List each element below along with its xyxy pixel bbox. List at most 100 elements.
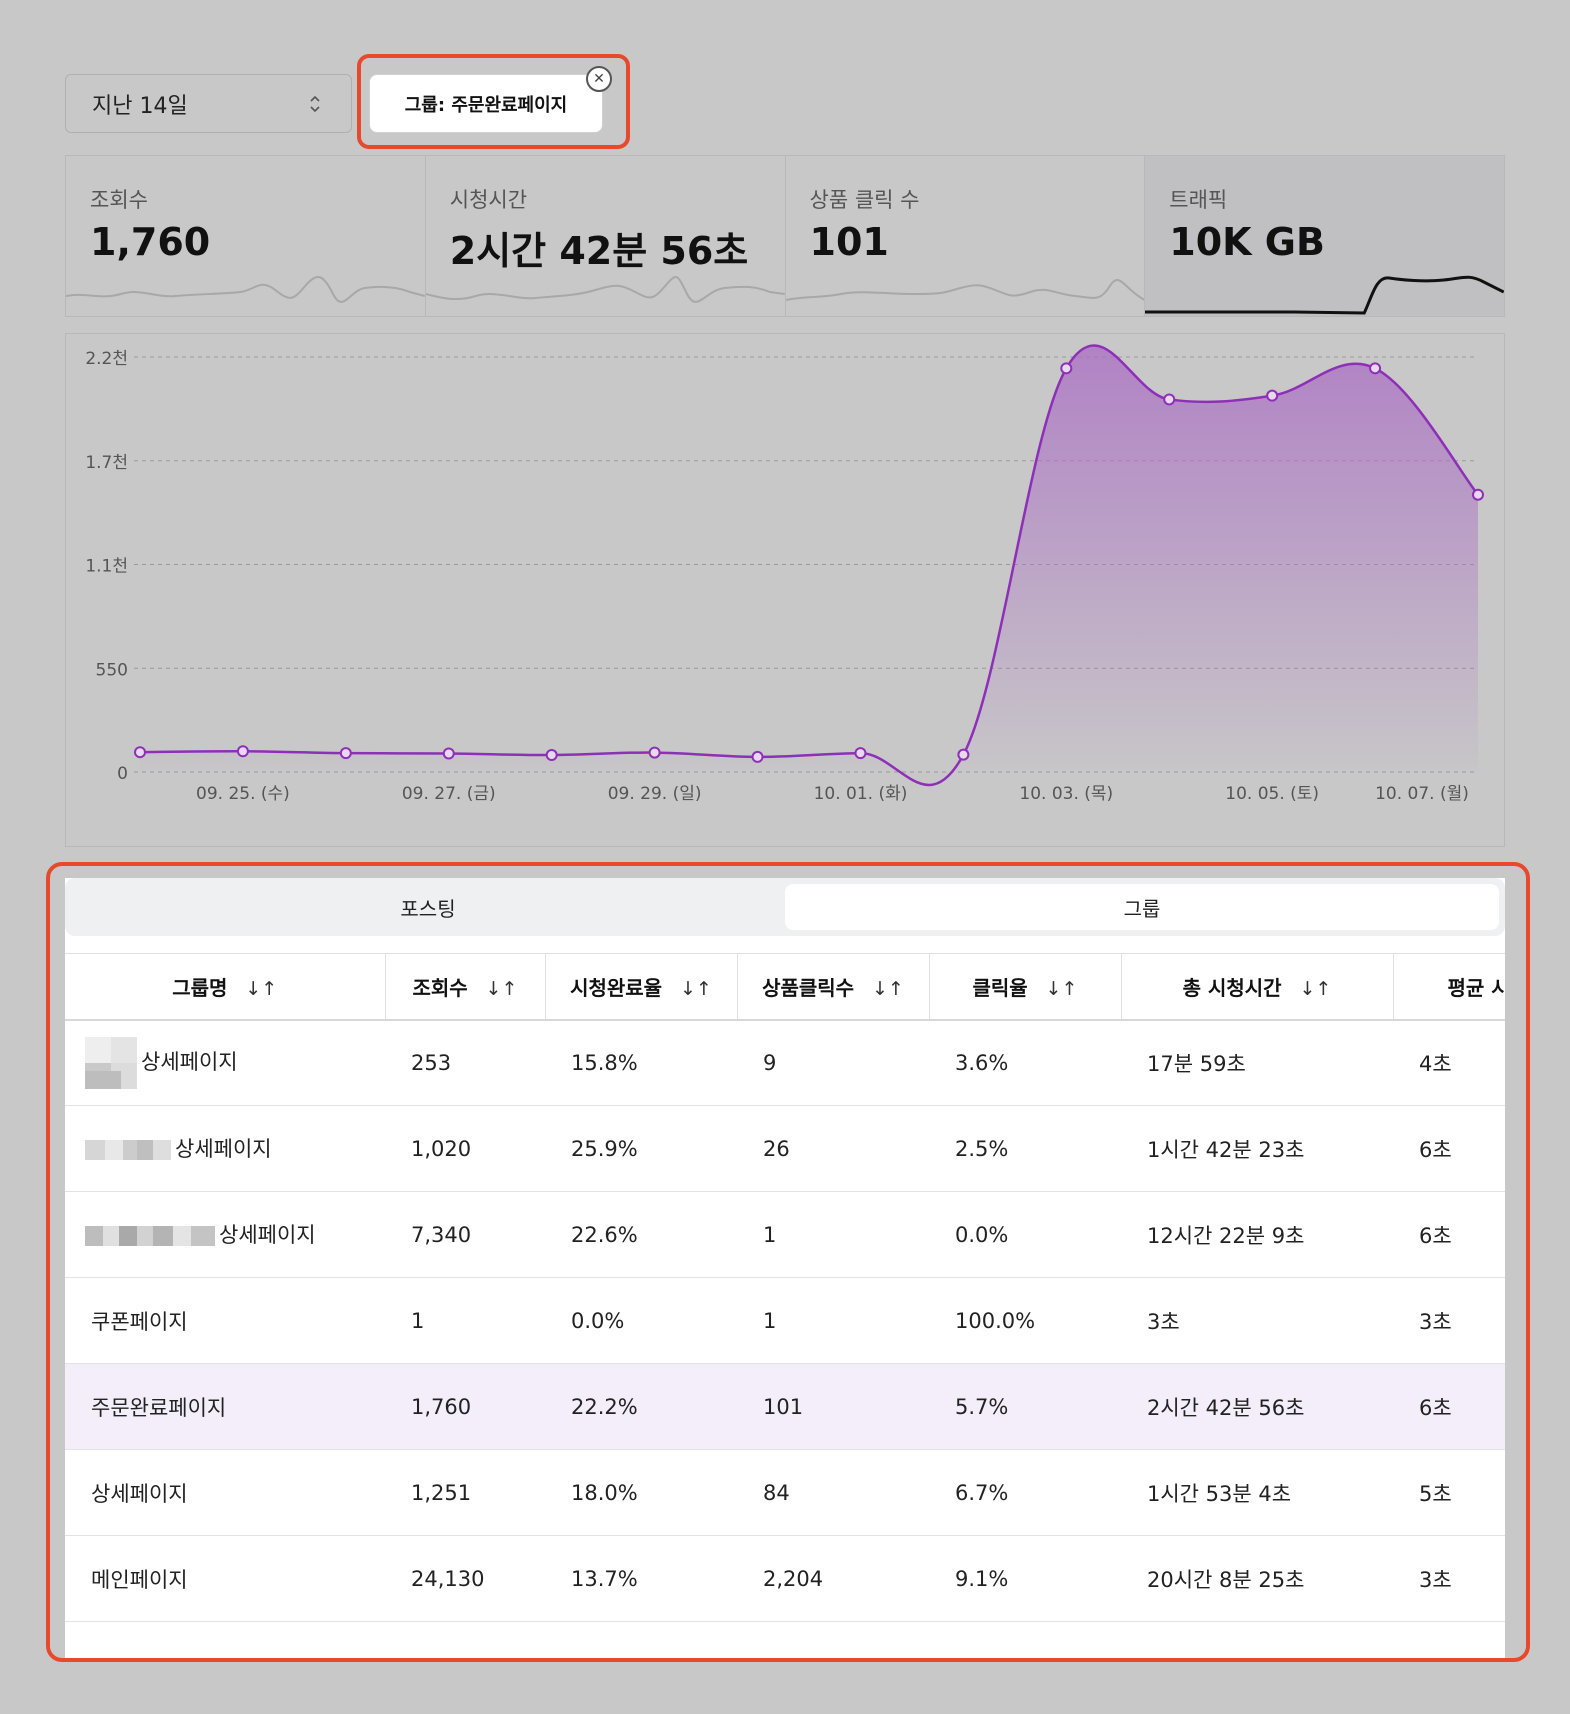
chevron-up-down-icon <box>310 95 320 113</box>
table-cell-ctr: 3.6% <box>929 1019 1121 1106</box>
group-table: 그룹명 ↓↑ 조회수 ↓↑ 시청완료율 ↓↑ 상품클릭수 ↓↑ 클릭율 ↓↑ 총 시청시간… <box>65 953 1505 1622</box>
kpi-sparkline <box>425 276 785 303</box>
tab-group[interactable]: 그룹 <box>785 884 1499 930</box>
period-select[interactable]: 지난 14일 <box>65 74 352 133</box>
table-cell-name: 상세페이지 <box>65 1191 385 1278</box>
sort-icon[interactable]: ↓↑ <box>1299 977 1332 1000</box>
blurred-text <box>85 1226 215 1246</box>
table-row[interactable]: 메인페이지 24,130 13.7% 2,204 9.1% 20시간 8분 25초 3초 <box>65 1535 1505 1622</box>
table-cell-avg-time: 6초 <box>1393 1363 1505 1450</box>
table-cell-clicks: 84 <box>737 1449 929 1536</box>
table-cell-name: 상세페이지 <box>65 1449 385 1536</box>
table-cell-name: 상세페이지 <box>65 1105 385 1192</box>
table-cell-completion: 18.0% <box>545 1449 737 1536</box>
table-cell-total-time: 12시간 22분 9초 <box>1121 1191 1393 1278</box>
kpi-label: 트래픽 <box>1169 188 1228 212</box>
kpi-label: 상품 클릭 수 <box>809 188 920 212</box>
table-panel: 포스팅 그룹 그룹명 ↓↑ 조회수 ↓↑ 시청완료율 ↓↑ 상품클릭수 ↓↑ 클릭율 ↓↑… <box>65 878 1505 1658</box>
x-tick-label: 09. 25. (수) <box>196 784 290 804</box>
blurred-text <box>85 1140 171 1160</box>
sort-icon[interactable]: ↓↑ <box>1045 977 1078 1000</box>
kpi-sparkline <box>785 279 1145 301</box>
view-tabs: 포스팅 그룹 <box>65 878 1505 936</box>
sort-icon[interactable]: ↓↑ <box>245 977 278 1000</box>
table-panel-highlight <box>46 862 1530 1662</box>
table-cell-views: 1,020 <box>385 1105 545 1192</box>
data-point <box>854 747 867 760</box>
table-cell-ctr: 0.0% <box>929 1191 1121 1278</box>
x-tick-label: 10. 05. (토) <box>1225 784 1319 804</box>
table-cell-ctr: 100.0% <box>929 1277 1121 1364</box>
table-header-row: 그룹명 ↓↑ 조회수 ↓↑ 시청완료율 ↓↑ 상품클릭수 ↓↑ 클릭율 ↓↑ 총 시청시간… <box>65 953 1505 1021</box>
table-cell-ctr: 6.7% <box>929 1449 1121 1536</box>
close-icon[interactable]: ✕ <box>586 66 612 92</box>
data-point <box>545 749 558 762</box>
table-cell-avg-time: 5초 <box>1393 1449 1505 1536</box>
data-point <box>751 750 764 763</box>
kpi-traffic[interactable]: 트래픽 10K GB <box>1145 156 1504 316</box>
sort-icon[interactable]: ↓↑ <box>680 977 712 1000</box>
column-header-product-clicks[interactable]: 상품클릭수 ↓↑ <box>737 953 930 1021</box>
table-cell-name: 쿠폰페이지 <box>65 1277 385 1364</box>
sort-icon[interactable]: ↓↑ <box>485 977 518 1000</box>
sort-icon[interactable]: ↓↑ <box>872 977 904 1000</box>
table-cell-total-time: 20시간 8분 25초 <box>1121 1535 1393 1622</box>
data-point <box>957 748 970 761</box>
table-cell-total-time: 1시간 53분 4초 <box>1121 1449 1393 1536</box>
table-cell-clicks: 26 <box>737 1105 929 1192</box>
table-row[interactable]: 상세페이지 1,251 18.0% 84 6.7% 1시간 53분 4초 5초 <box>65 1449 1505 1536</box>
kpi-sparkline <box>1145 275 1504 315</box>
kpi-value: 101 <box>809 220 889 264</box>
column-header-completion[interactable]: 시청완료율 ↓↑ <box>545 953 738 1021</box>
table-cell-avg-time: 4초 <box>1393 1019 1505 1106</box>
table-row[interactable]: 상세페이지 253 15.8% 9 3.6% 17분 59초 4초 <box>65 1019 1505 1106</box>
column-header-views[interactable]: 조회수 ↓↑ <box>385 953 546 1021</box>
column-header-group-name[interactable]: 그룹명 ↓↑ <box>65 953 386 1021</box>
data-point <box>339 747 352 760</box>
tab-posting[interactable]: 포스팅 <box>400 896 456 921</box>
table-cell-views: 1,760 <box>385 1363 545 1450</box>
group-filter-chip[interactable]: 그룹: 주문완료페이지 <box>369 74 603 133</box>
kpi-value: 2시간 42분 56초 <box>449 229 749 273</box>
kpi-views[interactable]: 조회수 1,760 <box>66 156 426 316</box>
x-tick-label: 10. 03. (목) <box>1019 784 1113 804</box>
table-cell-views: 1,251 <box>385 1449 545 1536</box>
y-tick-label: 1.7천 <box>85 453 128 473</box>
column-header-total-time[interactable]: 총 시청시간 ↓↑ <box>1121 953 1394 1021</box>
kpi-watch-time[interactable]: 시청시간 2시간 42분 56초 <box>425 156 786 316</box>
table-cell-total-time: 3초 <box>1121 1277 1393 1364</box>
kpi-product-clicks[interactable]: 상품 클릭 수 101 <box>785 156 1146 316</box>
kpi-value: 10K GB <box>1169 220 1325 264</box>
y-tick-label: 1.1천 <box>85 557 128 577</box>
table-cell-views: 253 <box>385 1019 545 1106</box>
table-cell-avg-time: 3초 <box>1393 1277 1505 1364</box>
table-row[interactable]: 주문완료페이지 1,760 22.2% 101 5.7% 2시간 42분 56초 6초 <box>65 1363 1505 1450</box>
table-cell-ctr: 5.7% <box>929 1363 1121 1450</box>
table-cell-ctr: 2.5% <box>929 1105 1121 1192</box>
table-row[interactable]: 상세페이지 1,020 25.9% 26 2.5% 1시간 42분 23초 6초 <box>65 1105 1505 1192</box>
y-tick-label: 2.2천 <box>85 349 128 369</box>
data-point <box>442 747 455 760</box>
series-area <box>140 345 1478 785</box>
chart-svg: 0 550 1.1천 1.7천 2.2천 09. 25. (수) 09. 27. (금) 09… <box>85 344 1484 804</box>
x-tick-label: 09. 27. (금) <box>402 784 496 804</box>
kpi-sparkline <box>66 276 425 303</box>
series-line <box>139 344 1479 787</box>
table-cell-completion: 15.8% <box>545 1019 737 1106</box>
table-cell-avg-time: 6초 <box>1393 1191 1505 1278</box>
table-cell-name: 주문완료페이지 <box>65 1363 385 1450</box>
kpi-value: 1,760 <box>90 220 211 264</box>
table-cell-total-time: 17분 59초 <box>1121 1019 1393 1106</box>
column-header-avg-time[interactable]: 평균 시 <box>1393 953 1505 1021</box>
table-row[interactable]: 상세페이지 7,340 22.6% 1 0.0% 12시간 22분 9초 6초 <box>65 1191 1505 1278</box>
table-row[interactable]: 쿠폰페이지 1 0.0% 1 100.0% 3초 3초 <box>65 1277 1505 1364</box>
column-header-ctr[interactable]: 클릭율 ↓↑ <box>929 953 1122 1021</box>
data-point <box>648 746 661 759</box>
table-cell-clicks: 2,204 <box>737 1535 929 1622</box>
x-tick-label: 10. 01. (화) <box>814 784 908 804</box>
y-tick-label: 0 <box>117 764 128 784</box>
data-point <box>1472 488 1484 501</box>
table-cell-name: 상세페이지 <box>65 1019 385 1106</box>
data-point <box>236 745 249 758</box>
data-point <box>1163 393 1176 406</box>
